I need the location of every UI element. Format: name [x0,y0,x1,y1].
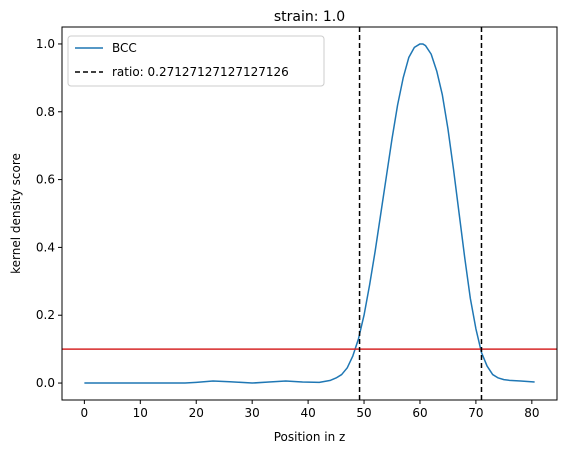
y-tick-label-0.0: 0.0 [36,376,55,390]
x-tick-label-0: 0 [81,406,89,420]
x-tick-label-30: 30 [245,406,260,420]
y-tick-label-0.6: 0.6 [36,173,55,187]
y-tick-label-0.8: 0.8 [36,105,55,119]
y-tick-label-0.4: 0.4 [36,240,55,254]
chart-title: strain: 1.0 [274,9,345,25]
plot-layer [62,27,557,400]
x-tick-label-70: 70 [468,406,483,420]
legend-box [67,35,325,87]
legend-label-ratio: ratio: 0.27127127127127126 [112,65,289,79]
x-tick-label-60: 60 [412,406,427,420]
x-tick-label-80: 80 [524,406,539,420]
bcc-density-line [84,43,535,384]
x-tick-label-50: 50 [356,406,371,420]
x-tick-label-40: 40 [300,406,315,420]
plot-background [62,27,557,400]
legend: BCC ratio: 0.27127127127127126 [67,35,325,87]
x-tick-label-20: 20 [189,406,204,420]
x-axis-label: Position in z [274,430,346,444]
y-axis-label: kernel density score [9,153,23,274]
plot-frame [61,26,558,401]
tick-layer: 0 10 20 30 40 50 60 70 80 0.0 0.2 0.4 0.6 0.8 1.0 [36,37,540,420]
y-tick-label-1.0: 1.0 [36,37,55,51]
legend-label-bcc: BCC [112,41,137,55]
y-tick-label-0.2: 0.2 [36,308,55,322]
x-tick-label-10: 10 [133,406,148,420]
